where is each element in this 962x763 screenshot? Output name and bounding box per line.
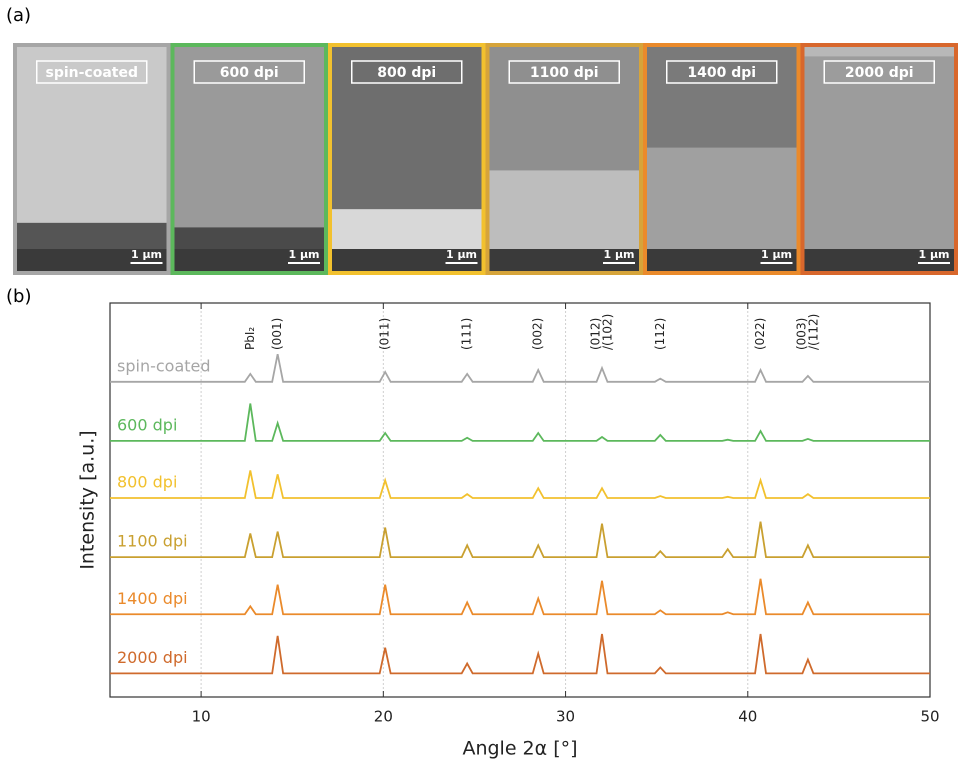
peak-label: (003): [794, 318, 808, 350]
x-tick-label: 50: [920, 708, 939, 726]
x-tick-label: 10: [192, 708, 211, 726]
image-label: 2000 dpi: [845, 65, 914, 81]
substrate: [15, 249, 169, 273]
xrd-line: [110, 578, 930, 616]
image-label: spin-coated: [45, 65, 138, 81]
image-frame: [328, 43, 486, 275]
peak-label: /(102): [601, 314, 615, 350]
film-layer: [487, 170, 641, 249]
scale-label: 1 µm: [761, 248, 792, 261]
peak-label: (111): [460, 318, 474, 350]
label-box: [666, 60, 778, 84]
xrd-line: [110, 521, 930, 559]
image-frame: [800, 43, 958, 275]
xrd-line: [110, 470, 930, 499]
label-box: [508, 60, 620, 84]
image-label: 800 dpi: [377, 65, 436, 81]
series-label: 1400 dpi: [117, 589, 188, 608]
scale-label: 1 µm: [603, 248, 634, 261]
peak-label: (011): [378, 318, 392, 350]
film-layer: [330, 209, 484, 249]
xrd-line: [110, 354, 930, 383]
y-axis-title: Intensity [a.u.]: [77, 430, 99, 569]
film-layer: [15, 222, 169, 249]
x-axis-title: Angle 2α [°]: [462, 738, 577, 760]
label-box: [36, 60, 148, 84]
image-frame: [13, 43, 171, 275]
image-frame: [643, 43, 801, 275]
label-box: [351, 60, 463, 84]
substrate: [330, 249, 484, 273]
x-tick-label: 20: [374, 708, 393, 726]
label-box: [193, 60, 305, 84]
scale-label: 1 µm: [446, 248, 477, 261]
series-label: spin-coated: [117, 356, 211, 375]
peak-label: (001): [270, 318, 284, 350]
peak-label: (022): [753, 318, 767, 350]
series-label: 1100 dpi: [117, 532, 188, 551]
series-label: 800 dpi: [117, 473, 177, 492]
series-label: 2000 dpi: [117, 648, 188, 667]
scale-label: 1 µm: [918, 248, 949, 261]
image-label: 1100 dpi: [530, 65, 599, 81]
peak-label: (002): [531, 318, 545, 350]
image-frame: [485, 43, 643, 275]
substrate: [645, 249, 799, 273]
image-label: 600 dpi: [220, 65, 279, 81]
peak-label: PbI₂: [243, 327, 257, 350]
x-tick-label: 40: [738, 708, 757, 726]
peak-label: (012): [589, 318, 603, 350]
scale-label: 1 µm: [131, 248, 162, 261]
panel-label: (a): [6, 5, 31, 26]
substrate: [802, 249, 956, 273]
x-tick-label: 30: [556, 708, 575, 726]
image-frame: [170, 43, 328, 275]
plot-frame: [109, 302, 931, 698]
series-label: 600 dpi: [117, 415, 177, 434]
film-layer: [645, 147, 799, 249]
xrd-line: [110, 403, 930, 442]
substrate: [487, 249, 641, 273]
label-box: [823, 60, 935, 84]
image-label: 1400 dpi: [687, 65, 756, 81]
film-layer: [172, 227, 326, 249]
peak-label: (112): [653, 318, 667, 350]
panel-label: (b): [6, 286, 31, 307]
xrd-line: [110, 633, 930, 675]
peak-label: /(112): [806, 314, 820, 350]
film-layer: [802, 56, 956, 250]
substrate: [172, 249, 326, 273]
scale-label: 1 µm: [288, 248, 319, 261]
